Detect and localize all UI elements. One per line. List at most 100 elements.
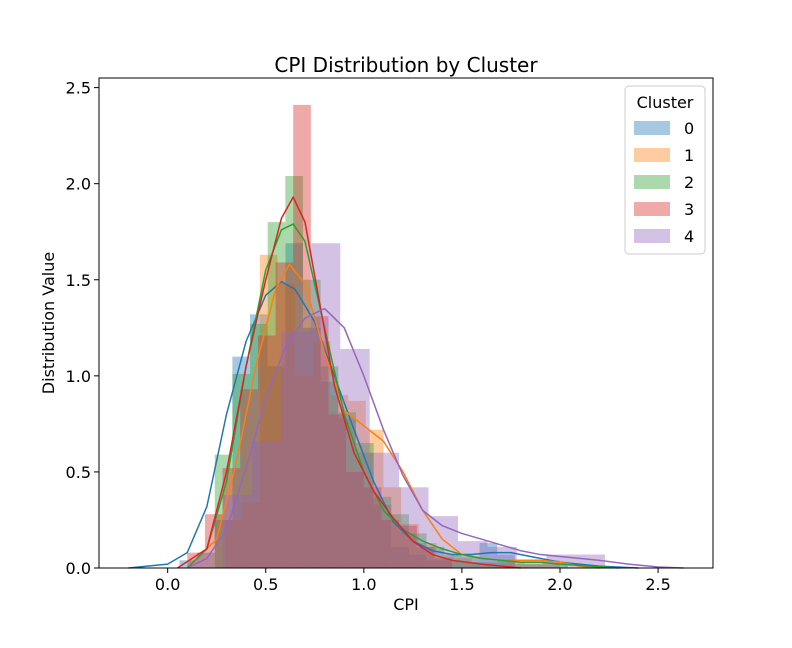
series-1-kde-line — [186, 263, 600, 569]
axes-frame — [98, 77, 714, 569]
series-0-bar — [250, 314, 268, 568]
series-0-kde-line — [128, 280, 639, 569]
x-axis-ticks: 0.0 0.5 1.0 1.5 2.0 2.5 — [155, 568, 671, 594]
chart-title: CPI Distribution by Cluster — [274, 53, 538, 77]
legend-label: 3 — [684, 200, 694, 219]
series-0-bar — [320, 381, 339, 568]
x-tick-label: 0.0 — [155, 575, 180, 594]
series-3-histogram — [187, 104, 453, 569]
series-1-bar — [507, 562, 525, 568]
series-1-bar — [471, 564, 490, 568]
series-3-bar — [434, 558, 453, 568]
legend-label: 2 — [684, 173, 694, 192]
series-0-bar — [391, 546, 409, 568]
legend-item-1: 1 — [634, 146, 694, 165]
series-2-bar — [250, 323, 268, 568]
series-0-bar — [444, 560, 462, 568]
legend-item-0: 0 — [634, 119, 694, 138]
series-0-bar — [426, 560, 445, 568]
series-3-bar — [222, 468, 241, 568]
kde-layer — [128, 196, 684, 569]
series-0-bar — [179, 560, 198, 568]
y-tick-label: 1.5 — [66, 271, 91, 290]
y-tick-label: 2.5 — [66, 79, 91, 98]
series-2-histogram — [214, 176, 568, 568]
y-tick-label: 0.0 — [66, 559, 91, 578]
legend-item-4: 4 — [634, 227, 694, 246]
series-3-bar — [310, 316, 329, 568]
series-1-bar — [418, 543, 437, 568]
x-tick-label: 1.0 — [351, 575, 376, 594]
legend: Cluster 0 1 2 3 4 — [624, 85, 706, 255]
series-0-bar — [285, 243, 304, 568]
series-1-bar — [454, 558, 472, 568]
series-0-bar — [408, 554, 427, 568]
series-1-bar — [312, 341, 331, 568]
series-1-bar — [365, 429, 384, 568]
series-2-bar — [497, 560, 515, 568]
series-3-bar — [293, 104, 311, 569]
series-2-bar — [355, 443, 374, 568]
series-2-bar — [550, 564, 568, 568]
series-2-bar — [267, 222, 286, 568]
series-3-bar — [346, 471, 364, 568]
series-2-bar — [303, 279, 321, 568]
series-3-bar — [399, 525, 417, 568]
legend-items: 0 1 2 3 4 — [634, 119, 694, 246]
series-1-bar — [242, 502, 260, 568]
y-axis-label: Distribution Value — [39, 252, 58, 394]
series-2-bar — [391, 514, 409, 568]
series-4-bar — [428, 516, 458, 568]
series-4-bar — [310, 243, 341, 568]
series-3-kde-line — [177, 196, 521, 569]
legend-label: 0 — [684, 119, 694, 138]
legend-label: 1 — [684, 146, 694, 165]
series-3-bar — [363, 487, 382, 568]
y-tick-label: 0.5 — [66, 463, 91, 482]
series-4-bar — [399, 487, 429, 568]
series-1-bar — [295, 375, 313, 568]
series-2-bar — [285, 176, 304, 568]
series-4-bar — [516, 560, 547, 568]
series-0-bar — [232, 356, 251, 568]
series-2-bar — [338, 412, 356, 568]
legend-label: 4 — [684, 227, 694, 246]
series-1-bar — [542, 560, 560, 568]
legend-swatch — [634, 148, 670, 162]
series-0-bar — [303, 327, 321, 568]
series-3-bar — [381, 519, 400, 568]
series-0-bar — [373, 504, 392, 568]
legend-frame — [624, 85, 706, 255]
legend-item-2: 2 — [634, 173, 694, 192]
series-3-bar — [240, 389, 258, 568]
series-3-bar — [328, 414, 347, 568]
series-4-bar — [281, 331, 311, 568]
series-0-bar — [479, 543, 498, 568]
series-0-bar — [338, 418, 356, 568]
series-4-histogram — [222, 243, 606, 568]
series-4-bar — [252, 441, 282, 568]
series-1-histogram — [224, 254, 560, 568]
series-1-bar — [330, 395, 349, 568]
legend-swatch — [634, 175, 670, 189]
y-tick-label: 1.0 — [66, 367, 91, 386]
series-4-kde-line — [186, 307, 684, 569]
y-tick-label: 2.0 — [66, 175, 91, 194]
series-4-bar — [222, 494, 252, 568]
series-0-bar — [461, 562, 480, 568]
series-0-bar — [267, 366, 286, 568]
series-2-bar — [514, 564, 533, 568]
legend-title: Cluster — [637, 93, 694, 112]
x-axis-label: CPI — [393, 595, 419, 614]
series-1-bar — [348, 400, 366, 568]
series-3-bar — [275, 262, 294, 568]
series-1-bar — [224, 519, 243, 568]
plot-area — [128, 104, 684, 569]
series-2-kde-line — [186, 223, 619, 569]
series-0-histogram — [179, 243, 515, 568]
series-2-bar — [444, 554, 462, 568]
legend-swatch — [634, 229, 670, 243]
x-tick-label: 1.5 — [449, 575, 474, 594]
series-1-bar — [524, 564, 543, 568]
